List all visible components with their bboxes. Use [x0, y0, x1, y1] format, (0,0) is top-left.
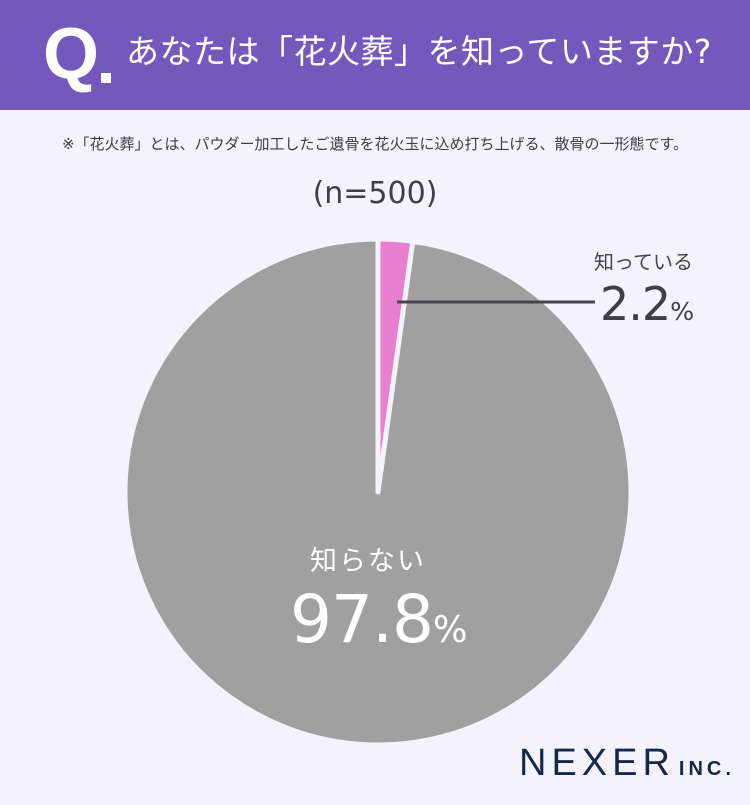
known-value: 2.2%	[600, 276, 694, 340]
brand-suffix: INC.	[678, 758, 735, 780]
q-letter: Q	[43, 14, 99, 94]
brand-logo: NEXER INC.	[519, 741, 735, 791]
unknown-number: 97.8	[290, 581, 434, 658]
known-number: 2.2	[600, 277, 671, 331]
question-header: Q あなたは「花火葬」を知っていますか?	[0, 0, 750, 110]
sample-size: (n=500)	[312, 176, 438, 211]
question-text: あなたは「花火葬」を知っていますか?	[126, 32, 712, 71]
percent-sign: %	[432, 608, 468, 651]
q-dot	[101, 73, 111, 83]
pie-slices	[122, 236, 634, 748]
pie-slice-unknown	[122, 236, 634, 748]
unknown-value: 97.8%	[290, 582, 467, 668]
unknown-label: 知らない	[310, 546, 426, 577]
brand-name: NEXER	[519, 742, 675, 784]
known-label: 知っている	[594, 250, 693, 274]
percent-sign: %	[670, 297, 695, 326]
definition-note: ※「花火葬」とは、パウダー加工したご遺骨を花火玉に込め打ち上げる、散骨の一形態で…	[61, 135, 689, 153]
